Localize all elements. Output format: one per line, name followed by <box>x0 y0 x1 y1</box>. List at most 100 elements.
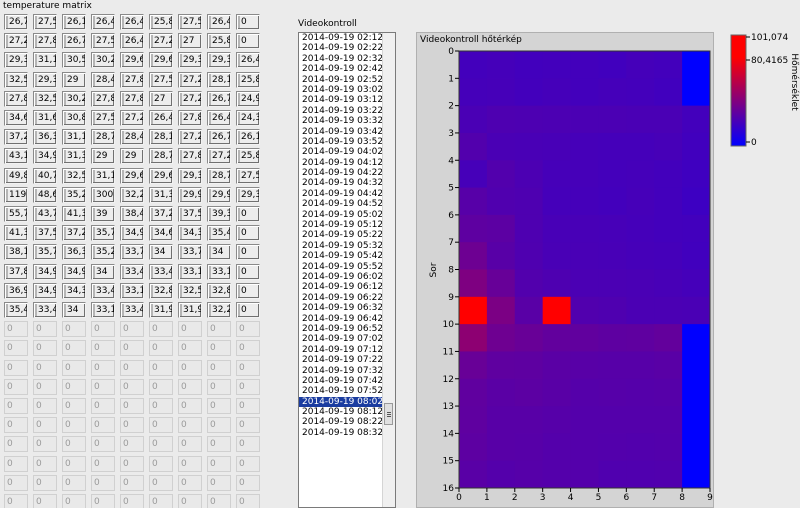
matrix-cell[interactable]: 43,1 <box>4 148 28 165</box>
matrix-cell[interactable]: 32,8 <box>149 282 173 299</box>
matrix-cell[interactable]: 0 <box>178 455 202 472</box>
matrix-cell[interactable]: 0 <box>236 14 260 30</box>
matrix-cell[interactable]: 0 <box>149 321 173 338</box>
matrix-cell[interactable]: 26,1 <box>62 14 86 30</box>
matrix-cell[interactable]: 26,4 <box>120 14 144 30</box>
matrix-cell[interactable]: 300 <box>91 186 115 203</box>
matrix-cell[interactable]: 0 <box>4 321 28 338</box>
matrix-cell[interactable]: 27,8 <box>91 90 115 107</box>
matrix-cell[interactable]: 34,6 <box>4 110 28 126</box>
matrix-cell[interactable]: 0 <box>178 398 202 414</box>
matrix-cell[interactable]: 0 <box>236 340 260 357</box>
matrix-cell[interactable]: 33,4 <box>120 302 144 318</box>
matrix-cell[interactable]: 28,7 <box>149 148 173 165</box>
matrix-cell[interactable]: 30,5 <box>62 52 86 69</box>
matrix-cell[interactable]: 35,4 <box>207 225 231 242</box>
matrix-cell[interactable]: 24,9 <box>236 90 260 107</box>
matrix-cell[interactable]: 27,2 <box>178 90 202 107</box>
matrix-cell[interactable]: 26,4 <box>236 52 260 69</box>
matrix-cell[interactable]: 0 <box>149 494 173 508</box>
matrix-cell[interactable]: 27,8 <box>33 33 57 50</box>
list-item[interactable]: 2014-09-19 07:52 <box>302 386 384 397</box>
list-item[interactable]: 2014-09-19 03:22 <box>302 105 384 116</box>
matrix-cell[interactable]: 30,2 <box>62 90 86 107</box>
matrix-cell[interactable]: 32,8 <box>207 282 231 299</box>
matrix-cell[interactable]: 25,8 <box>149 14 173 30</box>
matrix-cell[interactable]: 0 <box>207 321 231 338</box>
matrix-cell[interactable]: 30,2 <box>91 52 115 69</box>
matrix-cell[interactable]: 25,8 <box>207 33 231 50</box>
matrix-cell[interactable]: 25,8 <box>236 148 260 165</box>
matrix-cell[interactable]: 26,7 <box>62 33 86 50</box>
matrix-cell[interactable]: 41,3 <box>4 225 28 242</box>
matrix-cell[interactable]: 0 <box>4 359 28 376</box>
matrix-cell[interactable]: 26,7 <box>207 129 231 146</box>
matrix-cell[interactable]: 35,2 <box>91 244 115 261</box>
matrix-cell[interactable]: 35,7 <box>33 244 57 261</box>
matrix-cell[interactable]: 32,5 <box>178 282 202 299</box>
matrix-cell[interactable]: 0 <box>62 321 86 338</box>
matrix-cell[interactable]: 34,9 <box>33 282 57 299</box>
matrix-cell[interactable]: 0 <box>236 263 260 280</box>
list-item[interactable]: 2014-09-19 05:22 <box>302 230 384 241</box>
matrix-cell[interactable]: 36,3 <box>33 129 57 146</box>
matrix-cell[interactable]: 0 <box>149 378 173 395</box>
matrix-cell[interactable]: 0 <box>149 398 173 414</box>
matrix-cell[interactable]: 0 <box>33 436 57 453</box>
list-item[interactable]: 2014-09-19 03:42 <box>302 126 384 137</box>
matrix-cell[interactable]: 39,3 <box>207 206 231 222</box>
matrix-cell[interactable]: 29,3 <box>33 71 57 88</box>
list-item[interactable]: 2014-09-19 04:02 <box>302 147 384 158</box>
matrix-cell[interactable]: 0 <box>120 359 144 376</box>
matrix-cell[interactable]: 29,9 <box>207 186 231 203</box>
matrix-cell[interactable]: 33,4 <box>33 302 57 318</box>
matrix-cell[interactable]: 31,9 <box>178 302 202 318</box>
matrix-cell[interactable]: 0 <box>91 455 115 472</box>
matrix-cell[interactable]: 0 <box>62 417 86 434</box>
matrix-cell[interactable]: 27,5 <box>236 167 260 184</box>
matrix-cell[interactable]: 34 <box>149 244 173 261</box>
matrix-cell[interactable]: 0 <box>236 244 260 261</box>
matrix-cell[interactable]: 31,1 <box>91 167 115 184</box>
matrix-cell[interactable]: 29,3 <box>178 167 202 184</box>
matrix-cell[interactable]: 0 <box>236 378 260 395</box>
matrix-cell[interactable]: 0 <box>236 302 260 318</box>
matrix-cell[interactable]: 0 <box>120 474 144 491</box>
matrix-cell[interactable]: 0 <box>62 494 86 508</box>
matrix-cell[interactable]: 0 <box>149 436 173 453</box>
matrix-cell[interactable]: 34 <box>62 302 86 318</box>
list-item[interactable]: 2014-09-19 02:52 <box>302 74 384 85</box>
matrix-cell[interactable]: 0 <box>149 455 173 472</box>
temperature-matrix[interactable]: 26,7 27,5 26,1 26,4 26,4 25,8 27,5 26,4 0 27,2 27,… <box>4 14 267 508</box>
list-item[interactable]: 2014-09-19 05:32 <box>302 240 384 251</box>
list-item[interactable]: 2014-09-19 06:52 <box>302 323 384 334</box>
matrix-cell[interactable]: 26,4 <box>91 14 115 30</box>
matrix-cell[interactable]: 0 <box>236 455 260 472</box>
matrix-cell[interactable]: 32,5 <box>4 71 28 88</box>
matrix-cell[interactable]: 28,1 <box>207 71 231 88</box>
matrix-cell[interactable]: 34,3 <box>178 225 202 242</box>
matrix-cell[interactable]: 37,5 <box>33 225 57 242</box>
matrix-cell[interactable]: 29,6 <box>149 167 173 184</box>
matrix-cell[interactable]: 31,9 <box>149 302 173 318</box>
list-item[interactable]: 2014-09-19 07:12 <box>302 344 384 355</box>
matrix-cell[interactable]: 0 <box>178 494 202 508</box>
matrix-cell[interactable]: 0 <box>62 436 86 453</box>
matrix-cell[interactable]: 34,9 <box>120 225 144 242</box>
matrix-cell[interactable]: 0 <box>91 494 115 508</box>
matrix-cell[interactable]: 0 <box>120 494 144 508</box>
matrix-cell[interactable]: 0 <box>236 282 260 299</box>
matrix-cell[interactable]: 35,7 <box>91 225 115 242</box>
matrix-cell[interactable]: 0 <box>236 359 260 376</box>
matrix-cell[interactable]: 0 <box>149 417 173 434</box>
matrix-cell[interactable]: 0 <box>178 321 202 338</box>
list-item[interactable]: 2014-09-19 02:22 <box>302 43 384 54</box>
matrix-cell[interactable]: 27,2 <box>149 33 173 50</box>
matrix-cell[interactable]: 37,5 <box>178 206 202 222</box>
matrix-cell[interactable]: 37,2 <box>149 206 173 222</box>
list-item[interactable]: 2014-09-19 05:42 <box>302 251 384 262</box>
matrix-cell[interactable]: 0 <box>33 417 57 434</box>
matrix-cell[interactable]: 0 <box>207 378 231 395</box>
matrix-cell[interactable]: 0 <box>207 398 231 414</box>
matrix-cell[interactable]: 29 <box>62 71 86 88</box>
